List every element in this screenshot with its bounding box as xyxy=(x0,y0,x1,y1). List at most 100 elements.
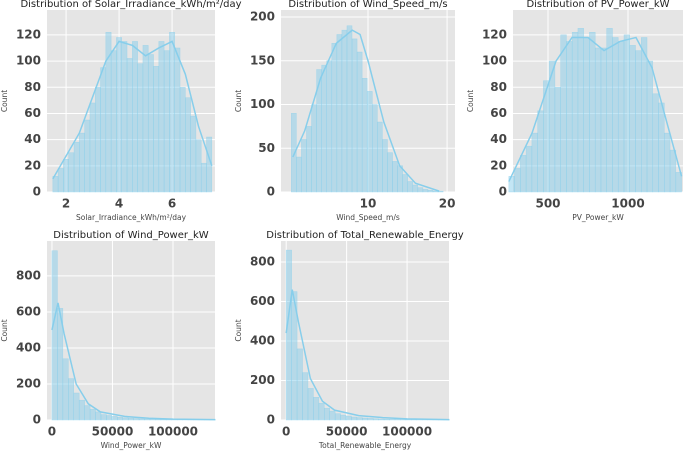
bar xyxy=(285,249,292,421)
y-tick-label: 150 xyxy=(250,53,275,67)
bar xyxy=(422,189,429,193)
bar xyxy=(169,32,175,193)
y-tick-label: 60 xyxy=(24,106,41,120)
x-tick-label: 4 xyxy=(115,197,123,211)
y-axis-label: Count xyxy=(234,90,243,112)
bar xyxy=(427,190,434,193)
bar xyxy=(106,415,113,421)
kde-line xyxy=(292,29,440,192)
bar xyxy=(110,50,117,193)
subplot: 0 20 40 60 80 100 120 2 4 6 Distribution of Solar_… xyxy=(0,0,242,222)
bar xyxy=(291,113,297,193)
bar xyxy=(126,58,133,193)
bar xyxy=(79,132,85,193)
bar xyxy=(78,399,85,421)
bar xyxy=(397,165,403,193)
bar xyxy=(394,419,401,421)
bar xyxy=(600,47,607,193)
chart-title: Distribution of Total_Renewable_Energy xyxy=(266,230,464,241)
kde-line xyxy=(285,289,450,421)
kde-line xyxy=(508,36,683,182)
bar xyxy=(94,87,101,193)
bar xyxy=(84,119,91,193)
y-tick-label: 0 xyxy=(499,185,507,199)
y-tick-label: 400 xyxy=(250,333,275,347)
bar xyxy=(356,51,363,193)
bar xyxy=(336,34,343,193)
bar xyxy=(163,50,170,193)
y-tick-label: 0 xyxy=(33,413,41,427)
y-tick-label: 100 xyxy=(16,54,41,68)
bar xyxy=(571,32,579,193)
bar xyxy=(149,419,156,421)
bar xyxy=(372,104,378,193)
y-tick-label: 600 xyxy=(250,294,275,308)
bar xyxy=(306,126,312,193)
y-tick-label: 20 xyxy=(490,158,507,172)
y-tick-label: 100 xyxy=(482,54,507,68)
x-axis-label: Wind_Speed_m/s xyxy=(336,213,400,222)
x-tick-label: 10 xyxy=(360,197,377,211)
bar xyxy=(185,97,191,193)
y-tick-label: 80 xyxy=(24,80,41,94)
bar xyxy=(195,139,202,193)
y-axis-label: Count xyxy=(0,319,9,341)
bar xyxy=(525,145,533,193)
bar xyxy=(407,181,414,193)
bar xyxy=(531,132,538,193)
chart-title: Distribution of Solar_Irradiance_kWh/m²/… xyxy=(20,0,241,10)
bar xyxy=(313,397,320,421)
bar xyxy=(378,418,385,421)
bar xyxy=(100,414,107,421)
x-tick-label: 6 xyxy=(168,197,176,211)
y-tick-label: 0 xyxy=(33,185,41,199)
kde-line xyxy=(51,302,216,421)
bar xyxy=(73,392,80,421)
x-axis-label: Total_Renewable_Energy xyxy=(318,441,412,450)
bar xyxy=(383,418,390,421)
y-tick-label: 100 xyxy=(250,97,275,111)
bar xyxy=(116,37,122,193)
bar xyxy=(612,37,619,193)
bar xyxy=(138,418,145,421)
subplot: 0 200 400 600 800 0 50000 100000 Distribution of… xyxy=(0,230,216,450)
bar xyxy=(577,28,584,193)
bar xyxy=(362,417,369,421)
bar xyxy=(514,168,521,193)
subplot: 0 20 40 60 80 100 120 500 1000 Distribution of PV… xyxy=(466,0,683,222)
subplot: 0 50 100 150 200 10 20 Distribution of Wind_Spe… xyxy=(234,0,455,222)
bar xyxy=(133,418,140,421)
bar xyxy=(341,29,348,193)
bar xyxy=(318,402,325,421)
bar xyxy=(73,141,80,193)
bar xyxy=(190,115,197,193)
bar xyxy=(382,139,388,193)
bar xyxy=(641,37,648,193)
bar xyxy=(646,60,654,193)
y-tick-label: 120 xyxy=(16,27,41,41)
bar xyxy=(361,78,368,193)
chart-title: Distribution of Wind_Power_kW xyxy=(53,230,208,241)
chart-title: Distribution of Wind_Speed_m/s xyxy=(288,0,447,10)
bar xyxy=(417,187,424,193)
bar xyxy=(658,102,665,193)
bar xyxy=(153,66,160,193)
y-axis-label: Count xyxy=(234,319,243,341)
bar xyxy=(340,414,347,421)
x-axis-label: Solar_Irradiance_kWh/m²/day xyxy=(76,213,187,222)
x-tick-label: 0 xyxy=(282,425,290,439)
y-tick-label: 600 xyxy=(16,304,41,318)
x-tick-label: 50000 xyxy=(326,425,368,439)
bar xyxy=(351,38,358,193)
bar xyxy=(137,63,144,193)
bar xyxy=(589,32,596,193)
x-tick-label: 500 xyxy=(535,197,560,211)
x-tick-label: 20 xyxy=(439,197,456,211)
bar xyxy=(63,159,69,193)
bar xyxy=(520,155,527,193)
y-tick-label: 0 xyxy=(267,413,275,427)
y-tick-label: 200 xyxy=(250,373,275,387)
bar xyxy=(89,102,96,193)
y-tick-label: 50 xyxy=(258,141,275,155)
bar xyxy=(311,104,317,193)
